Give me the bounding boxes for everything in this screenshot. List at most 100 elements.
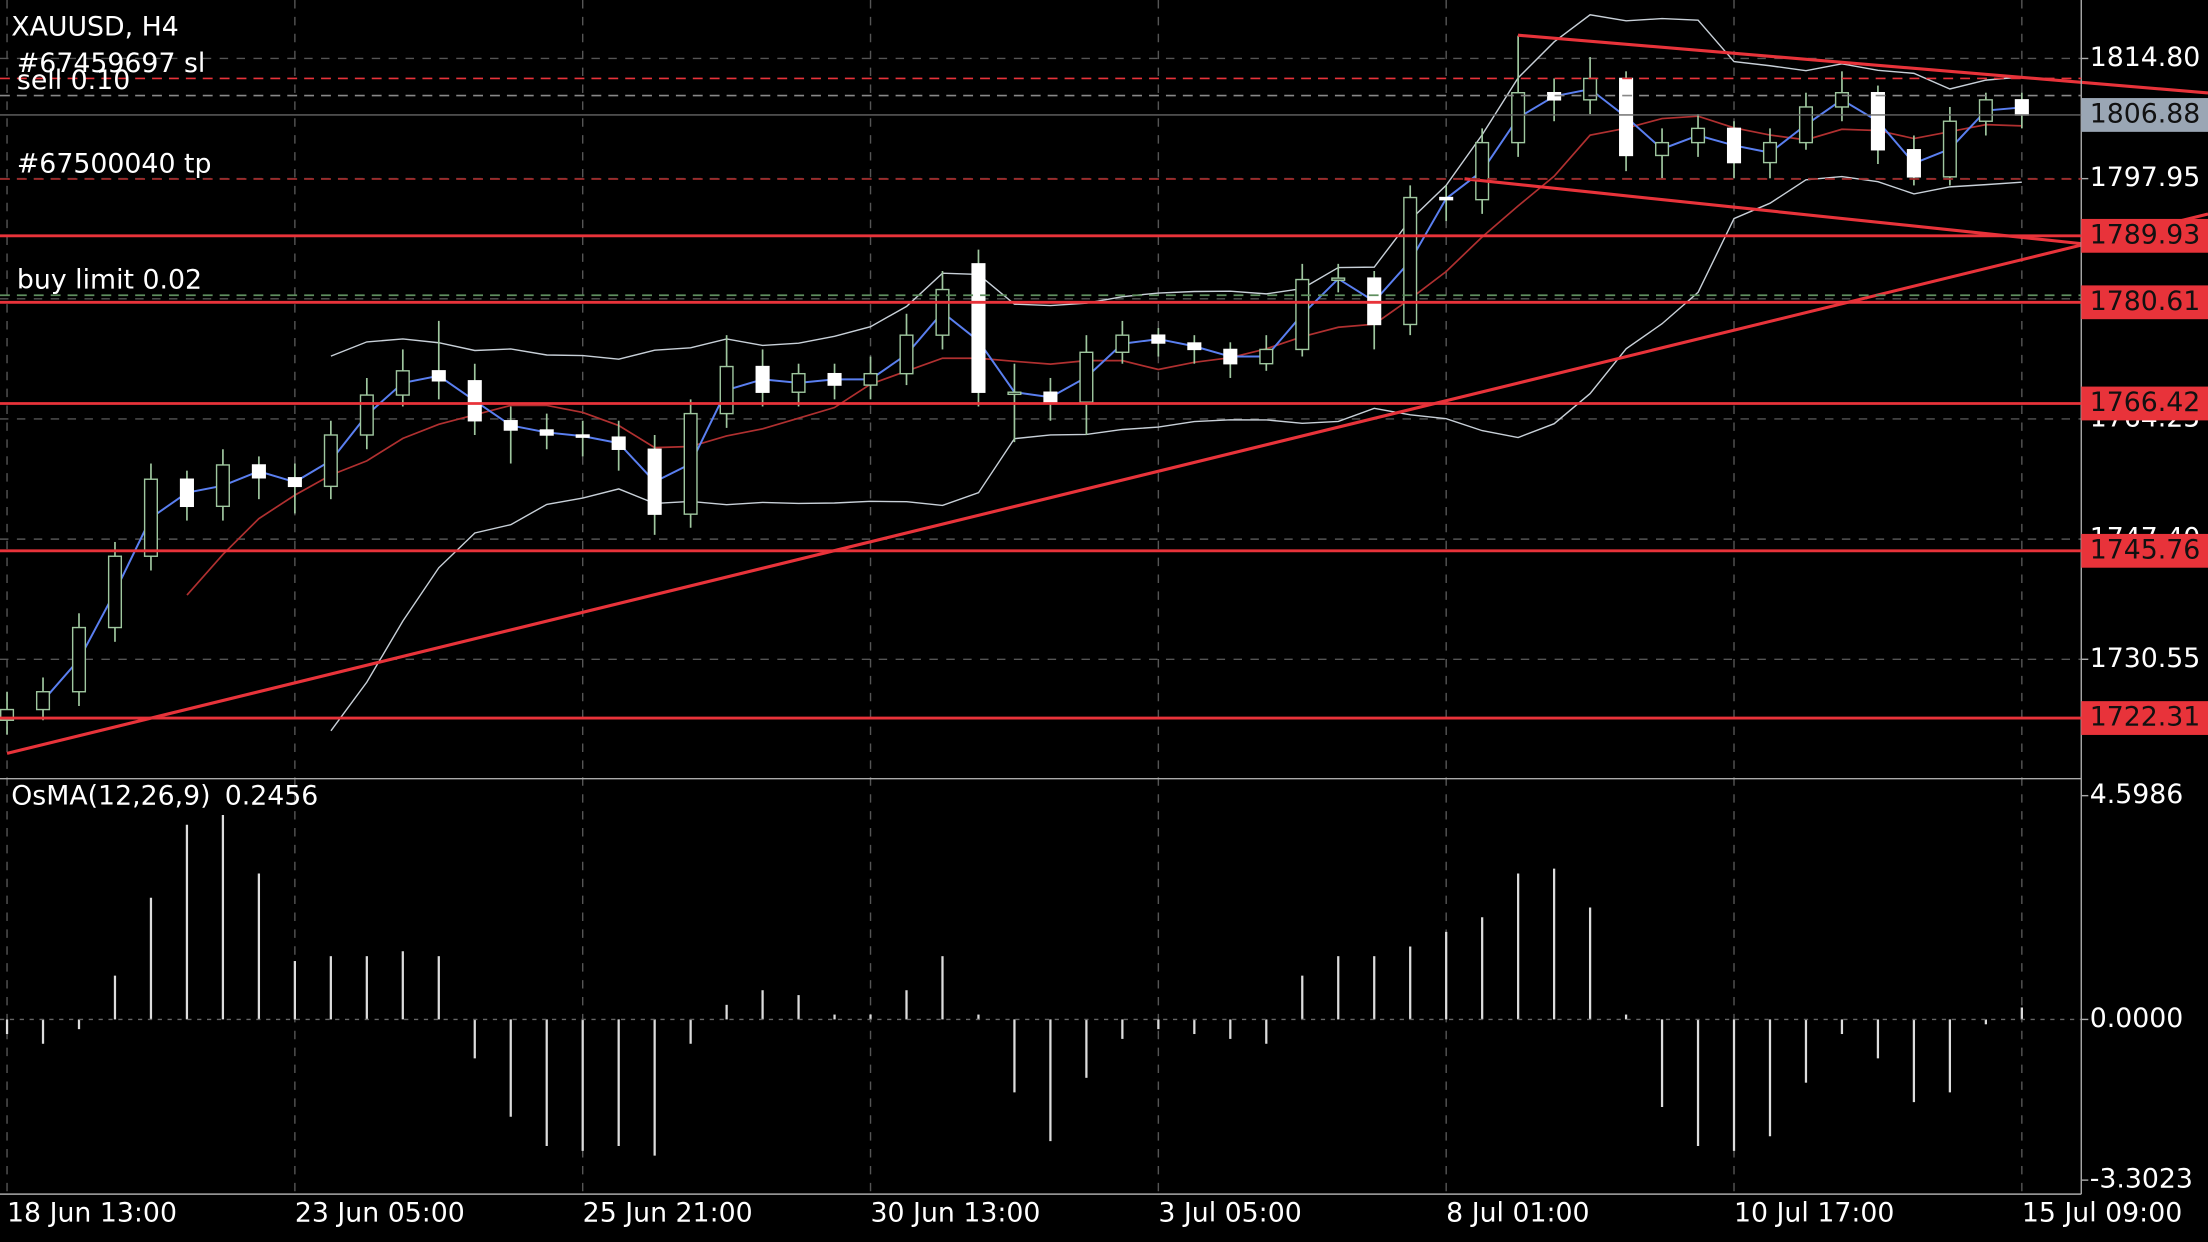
current-price-box: [2081, 98, 2208, 132]
drawings: [6, 33, 2208, 755]
axis: [0, 0, 2082, 1195]
candle-body: [575, 434, 590, 438]
candle-body: [1726, 127, 1742, 164]
x-tick-label: 18 Jun 13:00: [7, 1197, 177, 1228]
order-label: sell 0.10: [17, 65, 130, 96]
grid: [0, 0, 2082, 1195]
candle-body: [1079, 351, 1094, 403]
candle-body: [755, 365, 770, 393]
candle-body: [107, 555, 123, 629]
candle-body: [251, 464, 266, 479]
candle-body: [899, 334, 914, 375]
osma-tick-label: 4.5986: [2090, 779, 2184, 810]
wedge-lower: [1464, 177, 2082, 246]
candle-body: [683, 412, 698, 515]
wedge-upper: [1517, 33, 2208, 95]
candle-body: [647, 448, 662, 515]
x-tick-label: 8 Jul 01:00: [1446, 1197, 1589, 1228]
candle-body: [1115, 334, 1130, 353]
candle-body: [287, 477, 302, 488]
candle-body: [1619, 77, 1634, 157]
candle-body: [0, 708, 15, 721]
candle-body: [323, 434, 338, 488]
candle-body: [1690, 127, 1706, 144]
level-box: [2081, 386, 2208, 421]
candle-body: [71, 626, 87, 693]
x-tick-label: 3 Jul 05:00: [1158, 1197, 1301, 1228]
candle-body: [503, 420, 518, 431]
osma-name: OsMA(12,26,9): [11, 781, 210, 812]
candle-body: [1475, 141, 1490, 201]
x-tick-label: 30 Jun 13:00: [871, 1197, 1041, 1228]
candle-body: [1762, 141, 1778, 164]
candle-body: [2014, 99, 2029, 116]
candle-body: [1403, 196, 1418, 326]
level-label: 1789.93: [2090, 219, 2201, 250]
candle-body: [1007, 391, 1022, 396]
candle-body: [539, 429, 554, 436]
candle-body: [143, 478, 158, 557]
candle-body: [1043, 391, 1058, 403]
bollinger-upper: [330, 14, 2022, 360]
candle-body: [1942, 120, 1957, 178]
candle-body: [971, 263, 986, 393]
candle-body: [431, 370, 446, 382]
level-label: 1745.76: [2090, 534, 2201, 565]
candle-body: [35, 691, 51, 711]
candle-body: [395, 370, 410, 396]
osma-tick-label: -3.3023: [2090, 1164, 2193, 1195]
bollinger-lower: [330, 175, 2022, 732]
level-label: 1780.61: [2090, 286, 2201, 317]
candle-body: [935, 288, 950, 336]
candle-body: [1906, 149, 1921, 178]
candle-body: [1439, 196, 1454, 201]
candle-body: [215, 464, 230, 508]
candle-body: [1259, 348, 1274, 365]
current-price-label: 1806.88: [2090, 98, 2201, 129]
candle-body: [719, 365, 734, 415]
order-label: buy limit 0.02: [17, 265, 202, 296]
x-tick-label: 25 Jun 21:00: [583, 1197, 753, 1228]
y-tick-label: 1814.80: [2090, 42, 2201, 73]
x-tick-label: 15 Jul 09:00: [2022, 1197, 2182, 1228]
osma-tick-label: 0.0000: [2090, 1003, 2184, 1034]
level-box: [2081, 533, 2208, 568]
y-tick-label: 1797.95: [2090, 162, 2201, 193]
candle-body: [1870, 92, 1885, 151]
candle-body: [1583, 77, 1598, 101]
level-label: 1766.42: [2090, 387, 2201, 418]
candle-body: [1187, 342, 1202, 351]
candle-body: [1655, 141, 1670, 157]
x-tick-label: 23 Jun 05:00: [295, 1197, 465, 1228]
candle-body: [467, 380, 482, 422]
order-label: #67459697 sl: [17, 48, 205, 79]
candle-body: [359, 394, 374, 436]
order-label: #67500040 tp: [17, 148, 212, 179]
x-tick-label: 10 Jul 17:00: [1734, 1197, 1894, 1228]
trend-line: [6, 212, 2208, 755]
level-label: 1722.31: [2090, 702, 2201, 733]
chart-title: XAUUSD, H4: [11, 12, 179, 43]
y-tick-label: 1730.55: [2090, 643, 2201, 674]
candle-body: [791, 372, 806, 393]
candle-body: [827, 372, 842, 386]
osma-value: 0.2456: [225, 781, 319, 812]
candle-body: [1798, 106, 1814, 144]
labels: XAUUSD, H4 OsMA(12,26,9) 0.2456 1814.80 1…: [0, 12, 2208, 1228]
level-box: [2081, 218, 2208, 253]
candles: [0, 35, 2082, 1156]
candle-body: [1511, 92, 1526, 144]
level-box: [2081, 285, 2208, 320]
candle-body: [1223, 348, 1238, 365]
candle-body: [1978, 99, 1993, 122]
candle-body: [1151, 334, 1166, 344]
level-box: [2081, 701, 2208, 735]
candle-body: [611, 436, 626, 450]
candle-body: [1295, 278, 1310, 351]
candle-body: [179, 478, 194, 508]
candle-body: [863, 372, 878, 386]
candle-body: [1331, 277, 1346, 281]
